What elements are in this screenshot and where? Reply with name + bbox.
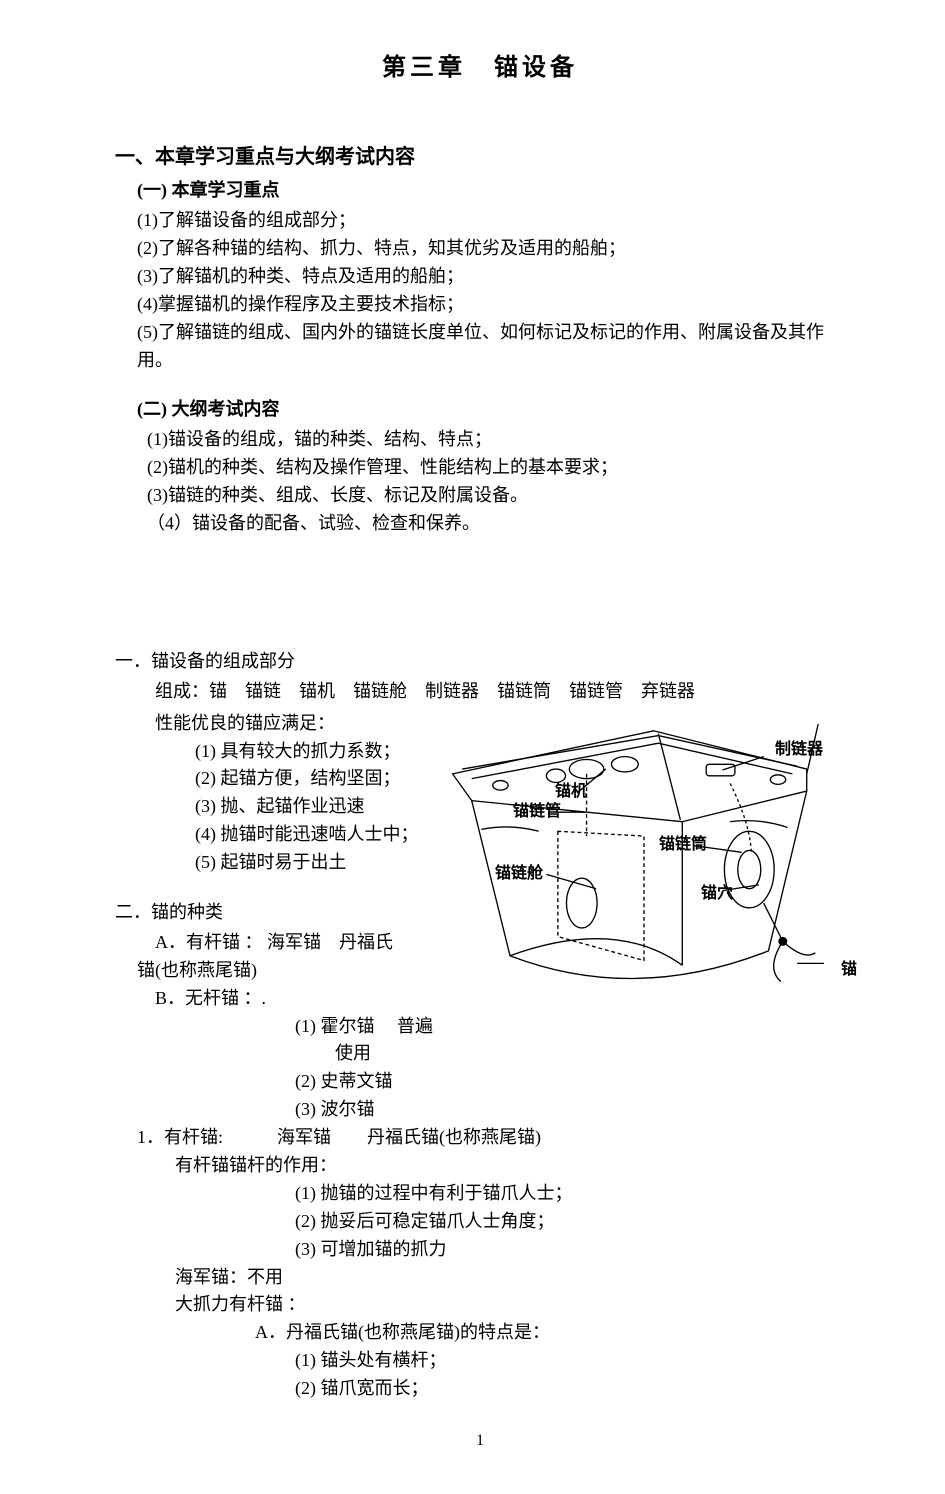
s2p2-b-item: 使用: [115, 1040, 435, 1068]
s1s1-item: (1)了解锚设备的组成部分；: [115, 207, 845, 235]
s1s1-item: (4)掌握锚机的操作程序及主要技术指标；: [115, 291, 845, 319]
s2p2-b: B．无杆锚 ：.: [115, 985, 435, 1013]
s1s1-item: (5)了解锚链的组成、国内外的锚链长度单位、如何标记及标记的作用、附属设备及其作…: [115, 319, 845, 375]
s3-itemA: (2) 锚爪宽而长；: [115, 1375, 845, 1403]
diagram-label-chainpipe: 锚链管: [513, 800, 561, 825]
page: 第三章 锚设备 一、本章学习重点与大纲考试内容 (一) 本章学习重点 (1)了解…: [0, 0, 945, 1494]
section3: 1．有杆锚: 海军锚 丹福氏锚(也称燕尾锚) 有杆锚锚杆的作用： (1) 抛锚的…: [115, 1124, 845, 1403]
chapter-title: 第三章 锚设备: [115, 50, 845, 87]
s2p1-item: (4) 抛锚时能迅速啮人士中；: [115, 821, 435, 849]
s2p1-item: (2) 起锚方便，结构坚固；: [115, 765, 435, 793]
s1s2-item: (2)锚机的种类、结构及操作管理、性能结构上的基本要求；: [115, 454, 845, 482]
section2-p1-line1: 组成：锚 锚链 锚机 锚链舱 制链器 锚链筒 锚链管 弃链器: [115, 678, 845, 706]
s2p1-item: (5) 起锚时易于出土: [115, 849, 435, 877]
s2p1-item: (3) 抛、起锚作业迅速: [115, 793, 435, 821]
s2p2-b-item: (2) 史蒂文锚: [115, 1068, 435, 1096]
s3-line3: 海军锚：不用: [115, 1264, 845, 1292]
section2-p1-title: 一．锚设备的组成部分: [115, 648, 845, 676]
ship-bow-diagram: 锚机 制链器 锚链管 锚链舱 锚链筒 锚穴 锚: [443, 710, 845, 1010]
s2p2-b-item: (1) 霍尔锚 普遍: [115, 1013, 435, 1041]
content-with-diagram: 性能优良的锚应满足： (1) 具有较大的抓力系数； (2) 起锚方便，结构坚固；…: [115, 710, 845, 1124]
diagram-label-anchorrecess: 锚穴: [701, 882, 733, 907]
s1s2-item: (1)锚设备的组成，锚的种类、结构、特点；: [115, 426, 845, 454]
s2p1-item: (1) 具有较大的抓力系数；: [115, 738, 435, 766]
s2p2-b-item: (3) 波尔锚: [115, 1096, 435, 1124]
section1-sub1-heading: (一) 本章学习重点: [115, 177, 845, 205]
diagram-label-anchor: 锚: [841, 958, 857, 983]
s3-item: (3) 可增加锚的抓力: [115, 1236, 845, 1264]
section2-p1-line2: 性能优良的锚应满足：: [115, 710, 435, 738]
s1s2-item: (3)锚链的种类、组成、长度、标记及附属设备。: [115, 482, 845, 510]
s3-line1: 1．有杆锚: 海军锚 丹福氏锚(也称燕尾锚): [115, 1124, 845, 1152]
section1-sub2-heading: (二) 大纲考试内容: [115, 396, 845, 424]
page-number: 1: [115, 1403, 845, 1454]
s3-item: (1) 抛锚的过程中有利于锚爪人士；: [115, 1180, 845, 1208]
s1s2-item: （4）锚设备的配备、试验、检查和保养。: [115, 510, 845, 538]
s3-itemA: (1) 锚头处有横杆；: [115, 1347, 845, 1375]
diagram-label-chainlocker: 锚链舱: [495, 862, 543, 887]
s3-lineA: A．丹福氏锚(也称燕尾锚)的特点是：: [115, 1319, 845, 1347]
diagram-label-hawsepipe: 锚链筒: [659, 833, 707, 858]
section2-p2-title: 二．锚的种类: [115, 899, 435, 927]
s3-line4: 大抓力有杆锚 ：: [115, 1291, 845, 1319]
section1-heading: 一、本章学习重点与大纲考试内容: [115, 142, 845, 173]
s3-item: (2) 抛妥后可稳定锚爪人士角度；: [115, 1208, 845, 1236]
s1s1-item: (3)了解锚机的种类、特点及适用的船舶；: [115, 263, 845, 291]
left-text-column: 性能优良的锚应满足： (1) 具有较大的抓力系数； (2) 起锚方便，结构坚固；…: [115, 710, 443, 1124]
s3-line2: 有杆锚锚杆的作用：: [115, 1152, 845, 1180]
s1s1-item: (2)了解各种锚的结构、抓力、特点，知其优劣及适用的船舶；: [115, 235, 845, 263]
s2p2-a2: 锚(也称燕尾锚): [115, 957, 435, 985]
s2p2-a1: A．有杆锚 ： 海军锚 丹福氏: [115, 929, 435, 957]
diagram-label-stopper: 制链器: [775, 738, 823, 763]
